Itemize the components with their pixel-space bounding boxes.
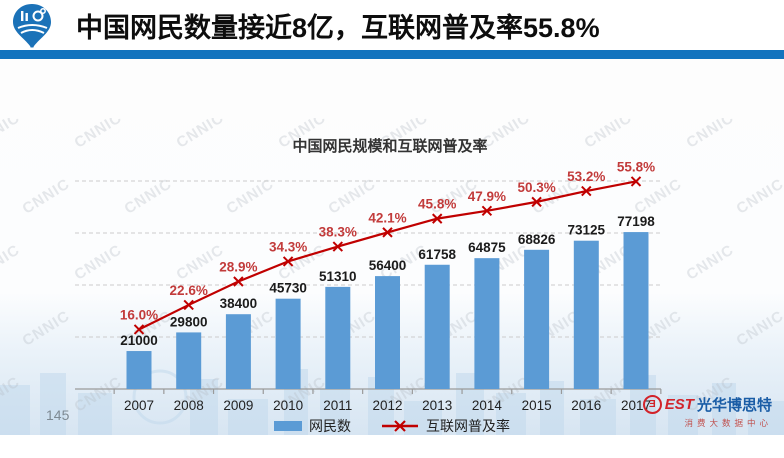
bar-value-label: 21000 <box>120 333 158 348</box>
line-marker-x <box>581 185 592 197</box>
x-axis-label: 2014 <box>472 398 503 413</box>
rate-label: 45.8% <box>418 197 456 212</box>
line-marker-x <box>183 299 194 311</box>
rate-label: 50.3% <box>517 180 555 195</box>
rate-label: 38.3% <box>319 225 357 240</box>
rate-label: 22.6% <box>170 283 208 298</box>
x-axis-label: 2011 <box>323 398 352 413</box>
balloon-pin-logo-icon <box>13 4 51 51</box>
x-axis-label: 2015 <box>522 398 552 413</box>
header: 中国网民数量接近8亿，互联网普及率55.8% <box>0 0 784 51</box>
legend-label: 网民数 <box>309 418 351 434</box>
legend-item-penetration: 互联网普及率 <box>381 416 510 436</box>
bar-value-label: 56400 <box>369 258 407 273</box>
best-logo-text: EST <box>664 396 694 413</box>
rate-label: 47.9% <box>468 189 506 204</box>
legend-item-netizens: 网民数 <box>274 416 351 436</box>
x-axis-label: 2016 <box>571 398 601 413</box>
main-content-area: CNNIC CNNIC CNNIC CNNIC CNNIC CNNIC CNNIC CNNIC… <box>0 59 784 435</box>
bar-value-label: 77198 <box>617 214 655 229</box>
header-divider-bar <box>0 50 784 59</box>
rate-label: 53.2% <box>567 169 605 184</box>
bar <box>524 249 550 389</box>
bar <box>424 264 450 389</box>
chart-legend: 网民数 互联网普及率 <box>0 416 784 436</box>
bar-value-label: 38400 <box>220 296 258 311</box>
page-title: 中国网民数量接近8亿，互联网普及率55.8% <box>76 13 600 43</box>
bar <box>573 240 599 389</box>
x-axis-label: 2007 <box>124 398 154 413</box>
bar <box>375 276 400 389</box>
bar-value-label: 73125 <box>568 223 606 238</box>
line-marker-x <box>630 176 642 187</box>
x-axis-label: 2009 <box>223 398 253 413</box>
watermark-text: CNNIC <box>0 241 24 284</box>
x-axis-label: 2012 <box>372 398 402 413</box>
chart: 中国网民规模和互联网普及率 21000 2007 29800 2008 38400 2009… <box>60 123 730 453</box>
slide-page: { "header": { "title": "中国网民数量接近8亿，互联网普及… <box>0 0 784 435</box>
bar <box>325 286 351 389</box>
line-marker-x <box>382 227 393 238</box>
line-marker-x <box>133 324 145 335</box>
chart-title: 中国网民规模和互联网普及率 <box>292 137 487 155</box>
line-marker-x <box>233 276 244 287</box>
legend-label: 互联网普及率 <box>426 418 510 434</box>
line-marker-x <box>282 256 294 267</box>
rate-label: 55.8% <box>617 159 655 174</box>
bar-line-chart: 中国网民规模和互联网普及率 21000 2007 29800 2008 38400 2009… <box>75 137 662 413</box>
line-marker-x <box>481 205 493 217</box>
rate-label: 28.9% <box>219 259 257 274</box>
bar-value-label: 51310 <box>319 269 357 284</box>
best-logo-icon: Ǝ <box>642 395 662 414</box>
bar <box>623 232 649 389</box>
bar-value-label: 64875 <box>468 240 506 255</box>
line-marker-x <box>332 241 344 252</box>
rate-label: 42.1% <box>368 210 406 225</box>
bar <box>176 332 202 389</box>
bar <box>474 258 500 389</box>
bar-value-label: 45730 <box>269 281 307 296</box>
brand-name-cn: 光华博思特 <box>696 397 772 414</box>
line-marker-x <box>431 213 443 224</box>
bar-value-label: 29800 <box>170 314 208 329</box>
rate-label: 34.3% <box>269 239 307 254</box>
bar-value-label: 68826 <box>518 232 556 247</box>
watermark-text: CNNIC <box>0 118 24 152</box>
bar-series-swatch <box>274 421 302 431</box>
x-axis-label: 2013 <box>422 398 452 413</box>
rate-label: 16.0% <box>120 307 158 322</box>
watermark-text: CNNIC <box>733 307 784 350</box>
brand-subtitle: 消费大数据中心 <box>684 418 772 428</box>
page-number: 145 <box>46 407 70 423</box>
bar <box>275 298 301 389</box>
line-marker-x <box>531 196 542 208</box>
footer-brand-row: Ǝ EST 光华博思特 <box>642 394 772 415</box>
line-series-swatch <box>382 420 418 432</box>
watermark-text: CNNIC <box>733 175 784 218</box>
footer-brand-logo: Ǝ EST 光华博思特 消费大数据中心 <box>642 394 772 429</box>
x-axis-label: 2010 <box>273 398 303 413</box>
bar-value-label: 61758 <box>418 247 456 262</box>
bar <box>126 351 152 389</box>
x-axis-label: 2008 <box>174 398 204 413</box>
bar <box>225 314 251 389</box>
